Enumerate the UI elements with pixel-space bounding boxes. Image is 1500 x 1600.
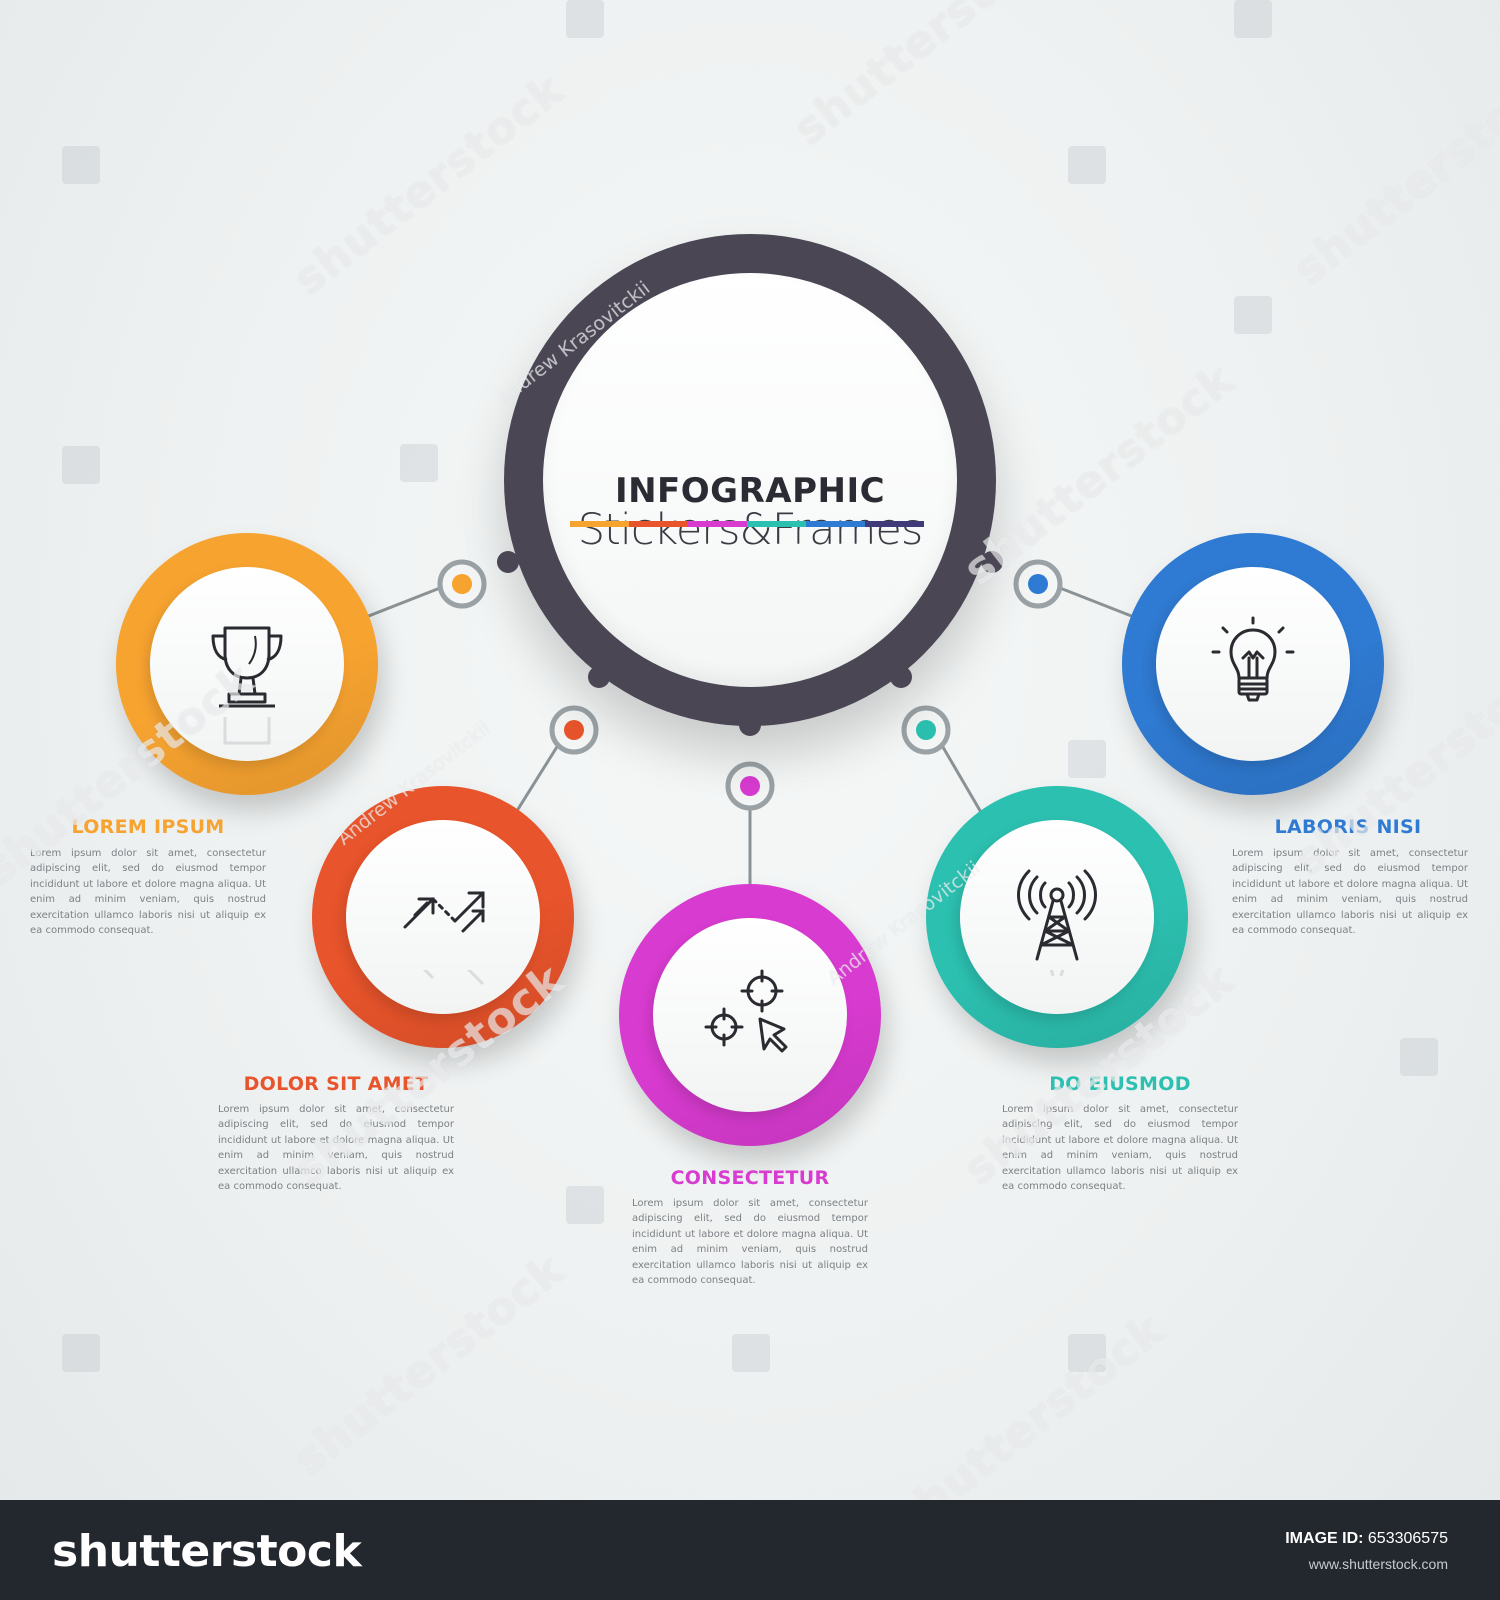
hub-knob	[981, 551, 1003, 573]
connector-dot-4	[916, 720, 936, 740]
watermark-logo-mark	[62, 146, 100, 184]
watermark-logo-mark	[1234, 296, 1272, 334]
footer-logo: shutterstock	[52, 1526, 362, 1577]
watermark-logo-mark	[1068, 146, 1106, 184]
node-face	[1156, 567, 1350, 761]
hub-face: INFOGRAPHIC Stickers&Frames	[543, 273, 957, 687]
hub-title: INFOGRAPHIC	[614, 471, 886, 511]
targets-cursor-icon	[700, 965, 800, 1065]
watermark-logo-mark	[1068, 1334, 1106, 1372]
footer-url: www.shutterstock.com	[1308, 1556, 1448, 1572]
hub-knob	[497, 551, 519, 573]
connector-dot-2	[564, 720, 584, 740]
hub-rainbow-bar	[570, 521, 924, 527]
radio-tower-icon	[1007, 867, 1107, 967]
node-label-3: CONSECTETUR	[670, 1167, 830, 1189]
node-desc-1: Lorem ipsum dolor sit amet, consectetur …	[30, 848, 266, 937]
hub-knob	[739, 714, 761, 736]
node-desc-3: Lorem ipsum dolor sit amet, consectetur …	[632, 1198, 868, 1287]
connector-dot-1	[452, 574, 472, 594]
node-lorem-ipsum	[116, 533, 378, 795]
watermark-logo-mark	[1234, 0, 1272, 38]
node-desc-5: Lorem ipsum dolor sit amet, consectetur …	[1232, 848, 1468, 937]
node-face	[653, 918, 847, 1112]
watermark-logo-mark	[566, 1186, 604, 1224]
node-label-2: DOLOR SIT AMET	[243, 1073, 429, 1095]
hub-knob	[588, 666, 610, 688]
watermark-logo-mark	[1068, 740, 1106, 778]
radio-tower-reflection	[1007, 970, 1107, 1010]
node-desc-4: Lorem ipsum dolor sit amet, consectetur …	[1002, 1104, 1238, 1193]
rainbow-segment	[747, 521, 806, 527]
watermark-logo-mark	[62, 1334, 100, 1372]
trophy-icon	[197, 614, 297, 714]
lightbulb-icon	[1203, 614, 1303, 714]
node-desc-2: Lorem ipsum dolor sit amet, consectetur …	[218, 1104, 454, 1193]
rainbow-segment	[806, 521, 865, 527]
growth-arrows-reflection	[393, 970, 493, 1010]
node-face	[150, 567, 344, 761]
rainbow-segment	[865, 521, 924, 527]
node-dolor-sit-amet	[312, 786, 574, 1048]
hub-subtitle: Stickers&Frames	[577, 505, 924, 555]
watermark-logo-mark	[400, 444, 438, 482]
node-consectetur	[619, 884, 881, 1146]
connector-dot-5	[1028, 574, 1048, 594]
connector-lines	[337, 559, 1163, 916]
footer-bar: shutterstock IMAGE ID: 653306575 www.shu…	[0, 1500, 1500, 1600]
central-hub: INFOGRAPHIC Stickers&Frames	[497, 234, 1003, 736]
node-label-4: DO EIUSMOD	[1049, 1073, 1191, 1095]
growth-arrows-icon	[393, 867, 493, 967]
node-laboris-nisi	[1122, 533, 1384, 795]
watermark-logo-mark	[1400, 1038, 1438, 1076]
node-label-5: LABORIS NISI	[1274, 816, 1422, 838]
image-id: IMAGE ID: 653306575	[1285, 1530, 1448, 1548]
infographic: INFOGRAPHIC Stickers&Frames	[0, 0, 1500, 1546]
rainbow-segment	[688, 521, 747, 527]
watermark-logo-mark	[732, 1334, 770, 1372]
watermark-logo-mark	[62, 446, 100, 484]
lightbulb-reflection	[1203, 717, 1303, 757]
watermark-logo-mark	[566, 0, 604, 38]
image-id-label: IMAGE ID:	[1285, 1530, 1364, 1547]
image-id-value: 653306575	[1367, 1530, 1448, 1547]
node-face	[960, 820, 1154, 1014]
hub-knob	[890, 666, 912, 688]
targets-cursor-reflection	[700, 1068, 800, 1108]
node-label-1: LOREM IPSUM	[71, 816, 225, 838]
node-do-eiusmod	[926, 786, 1188, 1048]
connector-dot-3	[740, 776, 760, 796]
node-face	[346, 820, 540, 1014]
rainbow-segment	[570, 521, 629, 527]
rainbow-segment	[629, 521, 688, 527]
